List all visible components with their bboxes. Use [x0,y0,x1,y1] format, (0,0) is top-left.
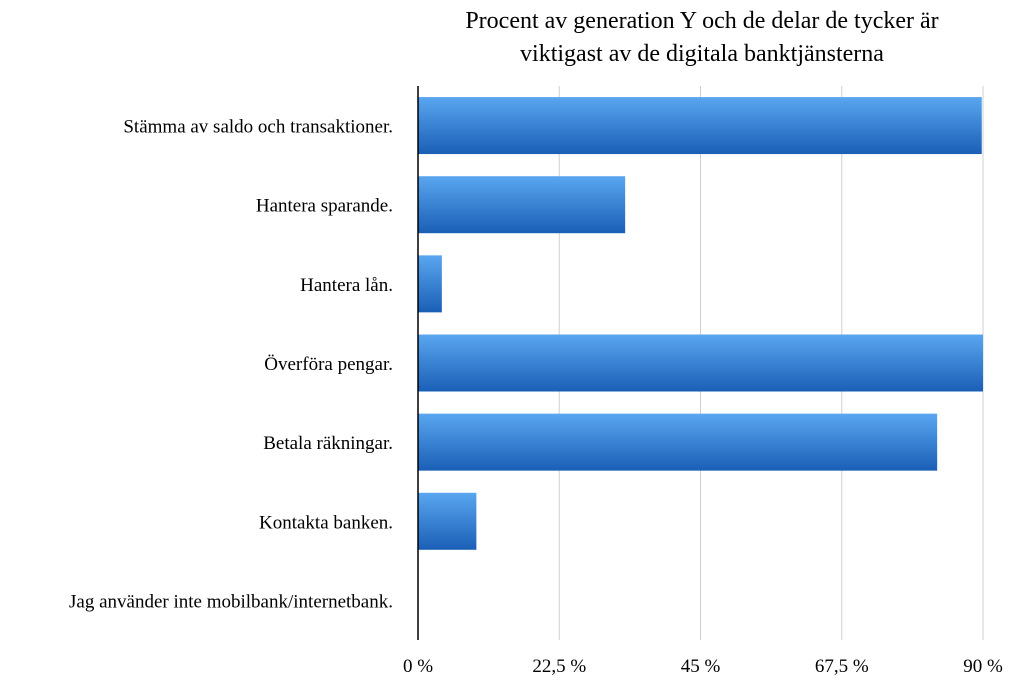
category-label-2: Hantera sparande. [256,196,393,217]
x-tick-labels: 0 % 22,5 % 45 % 67,5 % 90 % [403,656,1003,677]
bars [418,97,983,550]
category-label-4: Överföra pengar. [264,354,393,375]
bar-6 [418,492,477,550]
category-labels: Stämma av saldo och transaktioner. Hanter… [69,117,393,613]
x-tick-label-0: 0 % [403,656,433,677]
category-label-7: Jag använder inte mobilbank/internetbank… [69,591,393,612]
x-tick-label-1: 22,5 % [532,656,586,677]
chart-title: Procent av generation Y och de delar de … [465,8,938,67]
bar-2 [418,176,626,234]
category-label-1: Stämma av saldo och transaktioner. [123,117,393,138]
x-tick-label-2: 45 % [681,656,721,677]
chart-title-line-1: Procent av generation Y och de delar de … [465,8,938,34]
chart-title-line-2: viktigast av de digitala banktjänsterna [520,41,884,67]
category-label-3: Hantera lån. [300,275,393,296]
bar-5 [418,413,938,471]
bar-3 [418,255,442,313]
x-tick-label-4: 90 % [963,656,1003,677]
bar-1 [418,97,982,155]
category-label-6: Kontakta banken. [259,512,393,533]
x-tick-label-3: 67,5 % [815,656,869,677]
category-label-5: Betala räkningar. [263,433,393,454]
bar-4 [418,334,983,392]
